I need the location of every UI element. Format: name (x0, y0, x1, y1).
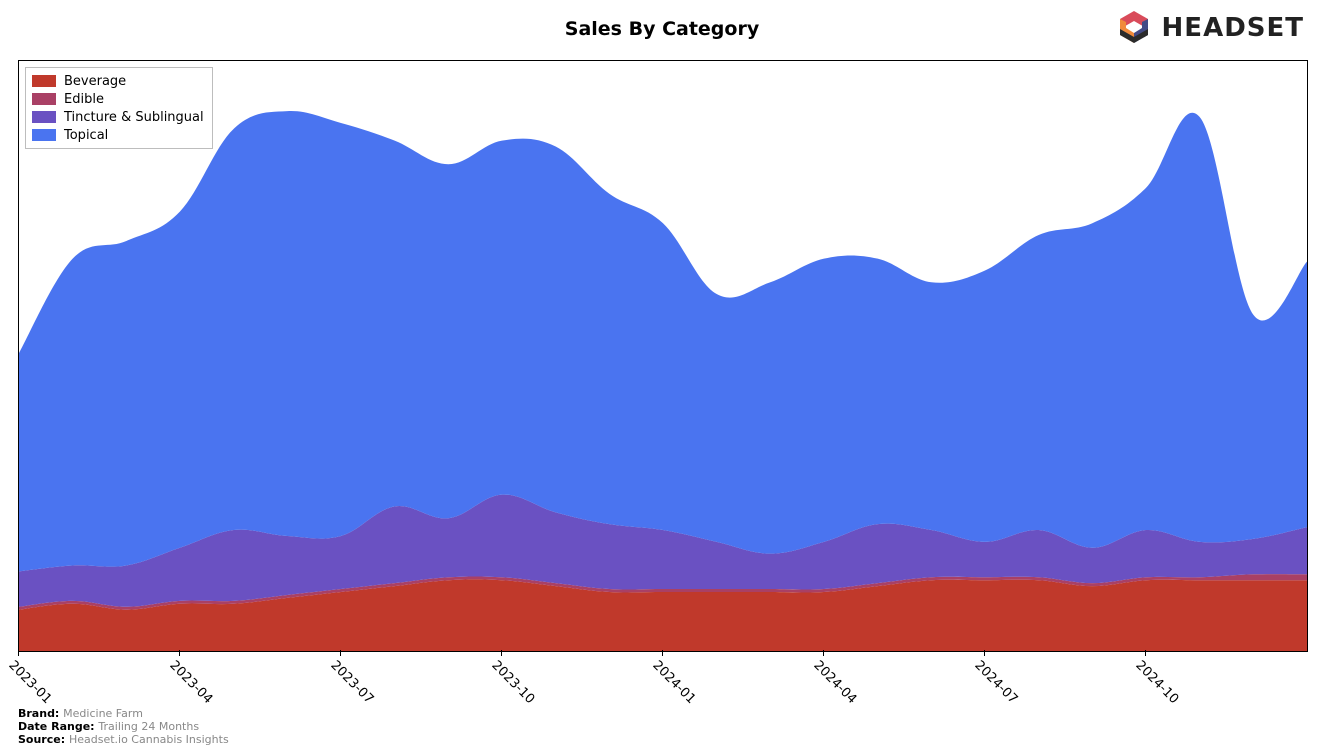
footer-row: Source: Headset.io Cannabis Insights (18, 733, 229, 745)
footer-row: Date Range: Trailing 24 Months (18, 720, 229, 733)
headset-logo-text: HEADSET (1162, 13, 1304, 43)
footer-value: Trailing 24 Months (98, 720, 199, 733)
stacked-area-chart (19, 61, 1307, 651)
xtick-mark (340, 650, 341, 656)
headset-logo-icon (1114, 8, 1154, 48)
xtick-label: 2024-04 (810, 658, 859, 707)
chart-footer: Brand: Medicine FarmDate Range: Trailing… (18, 707, 229, 745)
xtick-label: 2023-01 (5, 658, 54, 707)
legend-item: Edible (32, 90, 204, 108)
xtick-mark (1145, 650, 1146, 656)
xtick-label: 2024-01 (649, 658, 698, 707)
legend-swatch (32, 75, 56, 87)
xtick-mark (984, 650, 985, 656)
footer-value: Headset.io Cannabis Insights (69, 733, 229, 745)
legend-item: Topical (32, 126, 204, 144)
xtick-label: 2023-10 (488, 658, 537, 707)
legend-label: Topical (64, 128, 108, 143)
legend-label: Edible (64, 92, 104, 107)
xtick-mark (18, 650, 19, 656)
xtick-label: 2023-07 (327, 658, 376, 707)
legend-label: Beverage (64, 74, 126, 89)
legend-swatch (32, 129, 56, 141)
headset-logo: HEADSET (1114, 8, 1304, 48)
legend-item: Beverage (32, 72, 204, 90)
plot-area: Beverage Edible Tincture & Sublingual Topic… (18, 60, 1308, 652)
xtick-mark (662, 650, 663, 656)
legend: Beverage Edible Tincture & Sublingual Topic… (25, 67, 213, 149)
legend-swatch (32, 93, 56, 105)
xtick-label: 2023-04 (166, 658, 215, 707)
footer-label: Brand: (18, 707, 63, 720)
legend-swatch (32, 111, 56, 123)
footer-label: Date Range: (18, 720, 98, 733)
area-series-topical (19, 111, 1307, 571)
legend-label: Tincture & Sublingual (64, 110, 204, 125)
xtick-mark (501, 650, 502, 656)
xtick-mark (823, 650, 824, 656)
chart-title-text: Sales By Category (565, 18, 759, 40)
footer-label: Source: (18, 733, 69, 745)
xtick-label: 2024-10 (1132, 658, 1181, 707)
xtick-label: 2024-07 (971, 658, 1020, 707)
xtick-mark (179, 650, 180, 656)
legend-item: Tincture & Sublingual (32, 108, 204, 126)
footer-row: Brand: Medicine Farm (18, 707, 229, 720)
footer-value: Medicine Farm (63, 707, 143, 720)
